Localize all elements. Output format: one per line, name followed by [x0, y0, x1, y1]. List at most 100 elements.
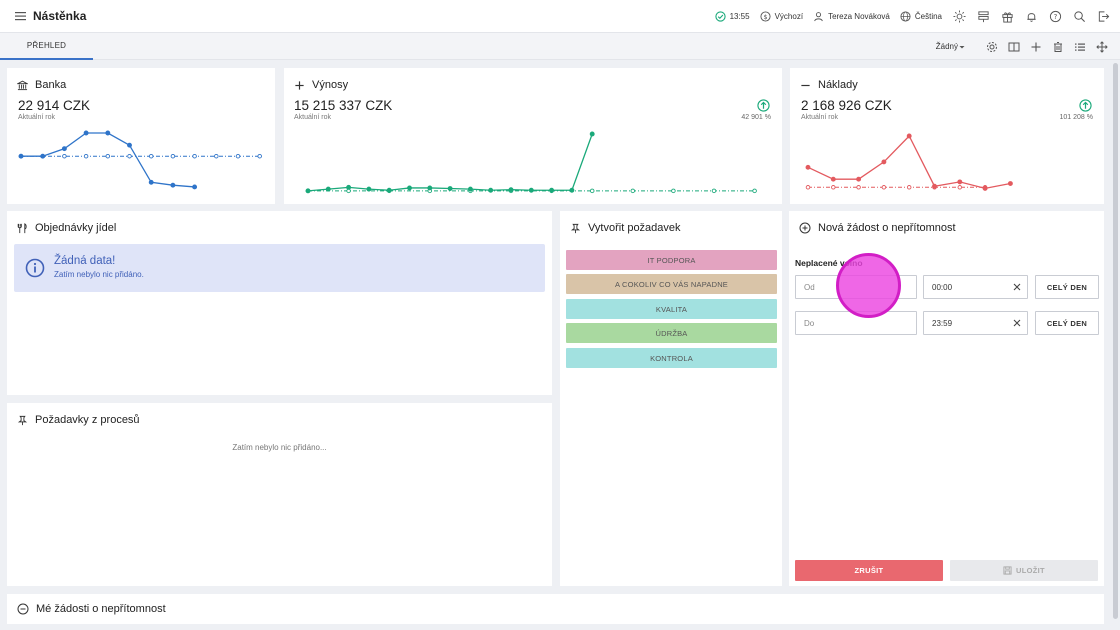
- actual-point: [932, 183, 937, 189]
- actual-point: [148, 179, 154, 185]
- notifications-button[interactable]: [1025, 10, 1038, 23]
- actual-point: [589, 131, 595, 137]
- sun-icon: [953, 10, 966, 23]
- gear-icon: [987, 41, 997, 52]
- signpost-button[interactable]: [977, 10, 990, 23]
- bank-subtitle: Aktuální rok: [18, 114, 55, 121]
- process-requests-card: Požadavky z procesů Zatím nebylo nic při…: [7, 403, 552, 586]
- baseline-point: [831, 185, 836, 190]
- baseline-point: [62, 153, 67, 159]
- actual-point: [982, 185, 988, 191]
- move-button[interactable]: [1096, 40, 1108, 53]
- request-quality-button[interactable]: KVALITA: [566, 299, 777, 319]
- request-anything-button[interactable]: A COKOLIV CO VÁS NAPADNE: [566, 274, 777, 294]
- columns-icon: [1008, 42, 1020, 51]
- bank-value: 22 914 CZK: [18, 98, 91, 113]
- logout-button[interactable]: [1097, 10, 1110, 23]
- help-button[interactable]: ?: [1049, 10, 1062, 23]
- actual-point: [127, 142, 132, 148]
- request-control-button[interactable]: KONTROLA: [566, 348, 777, 368]
- save-icon: [1003, 566, 1012, 575]
- user-menu[interactable]: Tereza Nováková: [813, 11, 890, 22]
- request-maintenance-button[interactable]: ÚDRŽBA: [566, 323, 777, 343]
- bank-card-header: Banka: [17, 79, 66, 91]
- absence-request-card: Nová žádost o nepřítomnost Neplacené vol…: [789, 211, 1104, 586]
- bank-title: Banka: [35, 79, 67, 91]
- actual-point: [467, 186, 473, 192]
- currency-selector[interactable]: $ Výchozí: [760, 11, 803, 22]
- logout-icon: [1098, 11, 1110, 22]
- my-absences-title: Mé žádosti o nepřítomnost: [36, 603, 166, 615]
- baseline-point: [752, 188, 757, 194]
- help-icon: ?: [1049, 10, 1062, 23]
- empty-state-alert: Žádná data! Zatím nebylo nic přidáno.: [14, 244, 545, 292]
- pin-icon: [570, 223, 581, 233]
- actual-point: [170, 182, 176, 188]
- info-icon: [25, 258, 45, 278]
- currency-label: Výchozí: [774, 12, 804, 21]
- list-view-button[interactable]: [1074, 41, 1086, 53]
- create-request-card: Vytvořit požadavek IT PODPORA A COKOLIV …: [560, 211, 782, 586]
- view-select[interactable]: Žádný: [936, 42, 966, 51]
- view-select-value: Žádný: [935, 42, 958, 51]
- baseline-point: [127, 153, 132, 159]
- delete-button[interactable]: [1052, 41, 1064, 53]
- layout-button[interactable]: [1008, 41, 1020, 53]
- actual-point: [386, 187, 392, 193]
- svg-text:$: $: [763, 13, 767, 21]
- process-requests-header: Požadavky z procesů: [17, 414, 140, 426]
- all-day-from-button[interactable]: CELÝ DEN: [1035, 275, 1099, 299]
- tab-bar: PŘEHLED Žádný: [0, 33, 1120, 60]
- scrollbar-thumb[interactable]: [1113, 63, 1118, 619]
- clear-icon[interactable]: [1012, 282, 1022, 292]
- save-button[interactable]: ULOŽIT: [950, 560, 1098, 581]
- time-label: 13:55: [729, 12, 750, 21]
- add-widget-button[interactable]: [1030, 41, 1042, 53]
- costs-card-header: Náklady: [800, 79, 858, 91]
- bank-icon: [17, 80, 28, 90]
- page-scrollbar[interactable]: [1112, 61, 1118, 630]
- top-bar: Nástěnka 13:55 $ Výchozí Tereza Nováková…: [0, 0, 1120, 33]
- baseline-point: [170, 153, 176, 159]
- actual-point: [105, 130, 111, 136]
- actual-point: [346, 184, 352, 190]
- tab-overview[interactable]: PŘEHLED: [0, 33, 93, 60]
- actual-series-line: [807, 134, 1011, 190]
- actual-point: [805, 164, 811, 170]
- trash-icon: [1054, 41, 1062, 52]
- gift-button[interactable]: [1001, 10, 1014, 23]
- time-to-input[interactable]: 23:59: [923, 311, 1028, 335]
- actual-point: [1007, 181, 1013, 186]
- my-absences-card[interactable]: Mé žádosti o nepřítomnost: [7, 594, 1104, 624]
- clear-icon[interactable]: [1012, 318, 1022, 328]
- cancel-button[interactable]: ZRUŠIT: [795, 560, 943, 581]
- time-from-input[interactable]: 00:00: [923, 275, 1028, 299]
- baseline-point: [589, 188, 595, 194]
- my-absences-header: Mé žádosti o nepřítomnost: [17, 603, 166, 615]
- language-selector[interactable]: Čeština: [900, 11, 942, 22]
- costs-title: Náklady: [818, 79, 858, 91]
- actual-point: [569, 187, 575, 193]
- save-label: ULOŽIT: [1016, 566, 1045, 575]
- arrow-up-circle-icon: [757, 99, 770, 112]
- menu-icon[interactable]: [14, 9, 28, 23]
- process-requests-empty: Zatím nebylo nic přidáno...: [232, 443, 327, 452]
- baseline-point: [671, 188, 676, 194]
- actual-point: [366, 186, 372, 192]
- search-icon: [1074, 11, 1086, 23]
- bank-sparkline: [18, 130, 262, 190]
- actual-series-line: [21, 132, 195, 188]
- status-time[interactable]: 13:55: [714, 11, 750, 22]
- baseline-point: [711, 188, 717, 194]
- costs-value: 2 168 926 CZK: [801, 98, 892, 113]
- settings-button[interactable]: [986, 41, 998, 53]
- actual-point: [427, 185, 433, 191]
- search-button[interactable]: [1073, 10, 1086, 23]
- theme-toggle[interactable]: [953, 10, 966, 23]
- all-day-to-button[interactable]: CELÝ DEN: [1035, 311, 1099, 335]
- actual-point: [40, 153, 46, 159]
- revenue-percent: 42 901 %: [741, 114, 771, 121]
- actual-point: [61, 146, 67, 152]
- request-it-support-button[interactable]: IT PODPORA: [566, 250, 777, 270]
- costs-card: Náklady 2 168 926 CZK Aktuální rok 101 2…: [790, 68, 1104, 204]
